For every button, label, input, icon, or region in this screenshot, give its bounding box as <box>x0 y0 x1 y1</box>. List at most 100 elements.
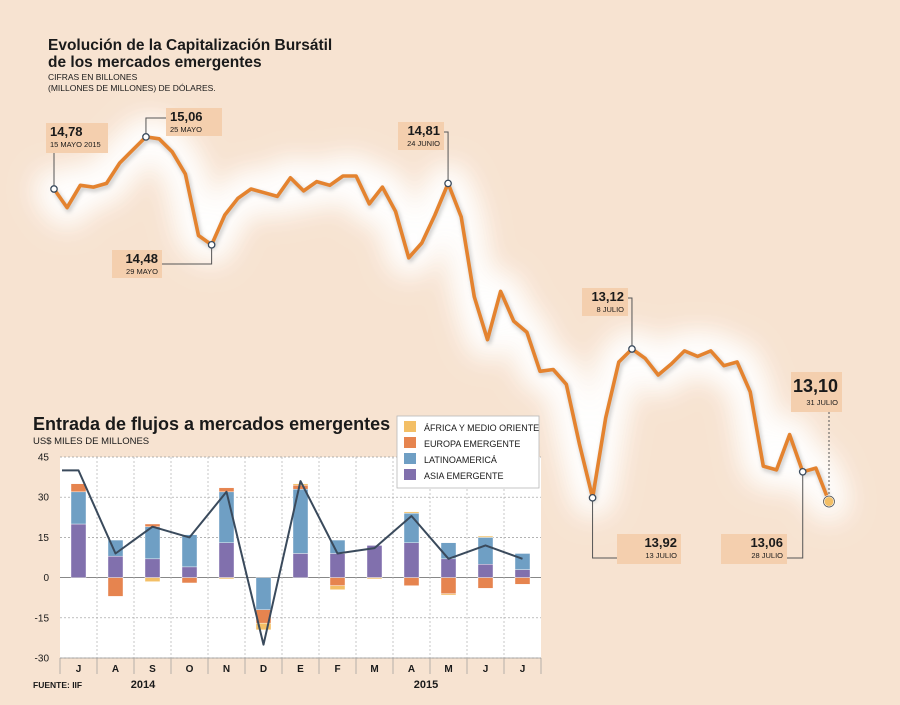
legend-label-europe: EUROPA EMERGENTE <box>424 439 520 449</box>
y-tick-label: 0 <box>43 573 49 584</box>
annotation-box <box>791 372 842 412</box>
month-label: D <box>260 664 267 675</box>
bar-segment <box>403 511 420 514</box>
bar-segment <box>292 484 309 490</box>
annotation-marker <box>142 133 150 141</box>
bar-segment <box>477 537 494 565</box>
year-label-2015: 2015 <box>414 679 438 691</box>
total-flow-line <box>62 469 523 646</box>
annotation-connector <box>628 297 633 349</box>
annotation-value: 13,06 <box>750 535 783 550</box>
annotation-connector <box>592 497 617 559</box>
bar-segment <box>107 555 124 578</box>
legend-swatch-asia <box>404 469 416 480</box>
annotation-marker <box>207 240 216 249</box>
bar-segment <box>440 577 457 594</box>
bar-segment <box>218 542 235 578</box>
bar-segment <box>477 577 494 589</box>
month-label: J <box>520 664 526 675</box>
month-label: S <box>149 664 156 675</box>
month-label: J <box>76 664 82 675</box>
bar-segment <box>403 513 420 543</box>
bar-segment <box>70 491 87 525</box>
month-label: M <box>444 664 452 675</box>
month-label: J <box>483 664 489 675</box>
annotation-5: 13,128 JULIO <box>582 288 636 353</box>
y-tick-label: -30 <box>35 654 50 665</box>
annotation-box <box>582 288 628 316</box>
annotation-box <box>398 122 444 150</box>
annotation-marker-ring <box>823 495 835 508</box>
annotation-value: 13,12 <box>591 289 624 304</box>
bar-segment <box>403 542 420 578</box>
year-label-2014: 2014 <box>131 679 156 691</box>
bar-segment <box>144 558 161 578</box>
annotation-connector <box>145 117 166 137</box>
chart-subtitle-line-1: CIFRAS EN BILLONES <box>48 72 138 82</box>
annotation-date: 15 MAYO 2015 <box>50 140 101 149</box>
bar-segment <box>477 564 494 578</box>
bar-segment <box>366 577 383 580</box>
bar-segment <box>329 577 346 586</box>
bar-segment <box>70 523 87 578</box>
annotation-marker <box>588 493 597 502</box>
annotation-value: 13,92 <box>644 535 677 550</box>
y-tick-labels: 45 30 15 0 -15 -30 <box>35 453 50 665</box>
market-cap-line <box>52 135 831 503</box>
annotation-value: 14,81 <box>407 123 440 138</box>
annotation-box <box>721 534 787 564</box>
bar-segment <box>440 558 457 578</box>
legend-swatch-africa <box>404 421 416 432</box>
legend-swatch-europe <box>404 437 416 448</box>
annotation-date: 8 JULIO <box>596 305 624 314</box>
annotation-value: 15,06 <box>170 109 203 124</box>
annotation-date: 24 JUNIO <box>407 139 440 148</box>
bar-segment <box>255 622 272 631</box>
bar-segment <box>181 577 198 584</box>
annotation-connector <box>787 471 804 559</box>
annotation-box <box>617 534 681 564</box>
annotation-box <box>112 250 162 278</box>
month-label: A <box>112 664 119 675</box>
legend-label-africa: ÁFRICA Y MEDIO ORIENTE <box>424 423 539 433</box>
annotation-value: 14,48 <box>125 251 158 266</box>
annotation-connector <box>162 244 213 265</box>
legend-box <box>396 415 540 489</box>
annotation-marker <box>798 467 807 476</box>
bar-segment <box>440 593 457 596</box>
bar-segment <box>181 566 198 578</box>
annotation-marker <box>444 179 452 188</box>
annotation-date: 28 JULIO <box>751 551 783 560</box>
annotation-connector <box>444 131 449 184</box>
month-label: A <box>408 664 415 675</box>
legend-label-asia: ASIA EMERGENTE <box>424 471 504 481</box>
bar-segment <box>218 577 235 580</box>
bar-segment <box>292 553 309 578</box>
bar-segment <box>144 577 161 582</box>
y-tick-label: 45 <box>38 453 50 464</box>
month-label: F <box>334 664 340 675</box>
annotation-value: 14,78 <box>50 124 83 139</box>
month-label: O <box>186 664 194 675</box>
month-label: E <box>297 664 304 675</box>
bar-chart-ylabel: US$ MILES DE MILLONES <box>33 436 149 447</box>
annotation-date: 31 JULIO <box>806 398 838 407</box>
annotation-marker <box>50 185 58 193</box>
annotation-date: 25 MAYO <box>170 125 202 134</box>
bar-segment <box>329 585 346 590</box>
source-note: FUENTE: IIF <box>33 680 82 690</box>
y-tick-label: 30 <box>38 493 50 504</box>
chart-subtitle-line-2: (MILLONES DE MILLONES) DE DÓLARES. <box>48 83 216 93</box>
annotation-7: 13,10 31 JULIO <box>791 372 842 509</box>
chart-title-line-1: Evolución de la Capitalización Bursátil <box>48 37 332 54</box>
y-tick-label: -15 <box>35 613 50 624</box>
bar-segment <box>403 577 420 586</box>
